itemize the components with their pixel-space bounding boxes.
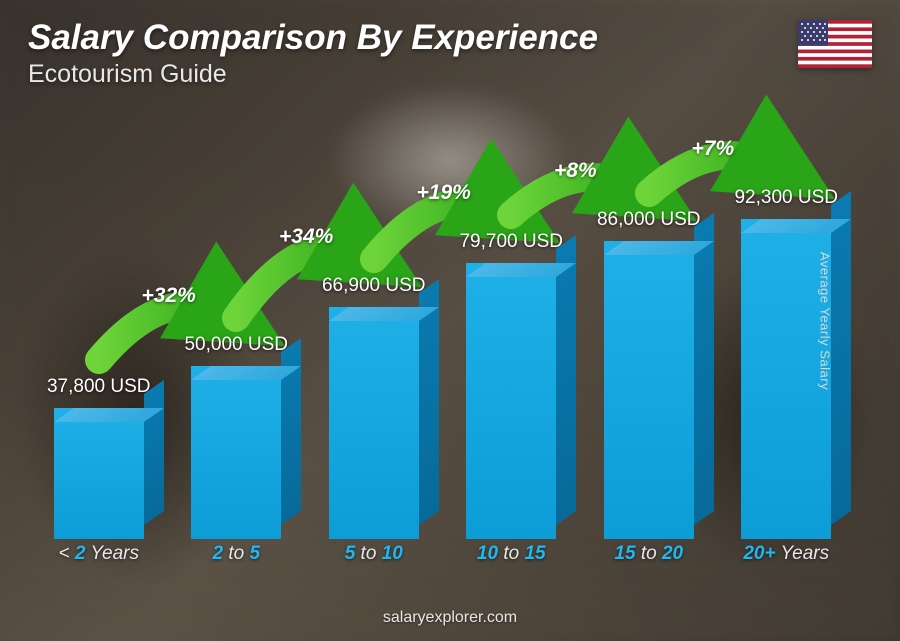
bar-value-label: 37,800 USD [47, 376, 151, 398]
x-axis-tick-label: 5 to 10 [314, 543, 434, 571]
bar-value-label: 50,000 USD [184, 334, 288, 356]
x-axis-tick-label: 20+ Years [726, 543, 846, 571]
growth-pct-label: +7% [692, 137, 735, 161]
bar-group: 37,800 USD [39, 376, 159, 539]
bars-container: 37,800 USD 50,000 USD 66,900 USD 79,700 USD… [30, 159, 855, 539]
chart-subtitle: Ecotourism Guide [28, 60, 598, 89]
chart-title: Salary Comparison By Experience [28, 18, 598, 58]
x-axis-tick-label: 10 to 15 [451, 543, 571, 571]
x-axis-labels: < 2 Years 2 to 5 5 to 10 10 to 15 15 to 20 20… [30, 543, 855, 571]
bar-value-label: 79,700 USD [459, 231, 563, 253]
bar-group: 79,700 USD [451, 231, 571, 539]
bar-3d [329, 307, 419, 539]
bar-3d [191, 366, 281, 539]
x-axis-tick-label: < 2 Years [39, 543, 159, 571]
bar-value-label: 66,900 USD [322, 275, 426, 297]
bar-group: 50,000 USD [176, 334, 296, 539]
chart-area: +32%+34%+19%+8%+7% 37,800 USD50,000 USD6… [30, 130, 855, 571]
x-axis-tick-label: 15 to 20 [589, 543, 709, 571]
bar-value-label: 92,300 USD [734, 187, 838, 209]
bar-3d [54, 408, 144, 539]
bar-3d [466, 263, 556, 539]
x-axis-tick-label: 2 to 5 [176, 543, 296, 571]
flag-icon-us [798, 20, 872, 68]
bar-value-label: 86,000 USD [597, 209, 701, 231]
bar-group: 66,900 USD [314, 275, 434, 539]
bar-group: 86,000 USD [589, 209, 709, 539]
source-attribution: salaryexplorer.com [0, 609, 900, 627]
bar-3d [604, 241, 694, 539]
y-axis-label: Average Yearly Salary [817, 251, 832, 389]
header: Salary Comparison By Experience Ecotouri… [28, 18, 598, 89]
